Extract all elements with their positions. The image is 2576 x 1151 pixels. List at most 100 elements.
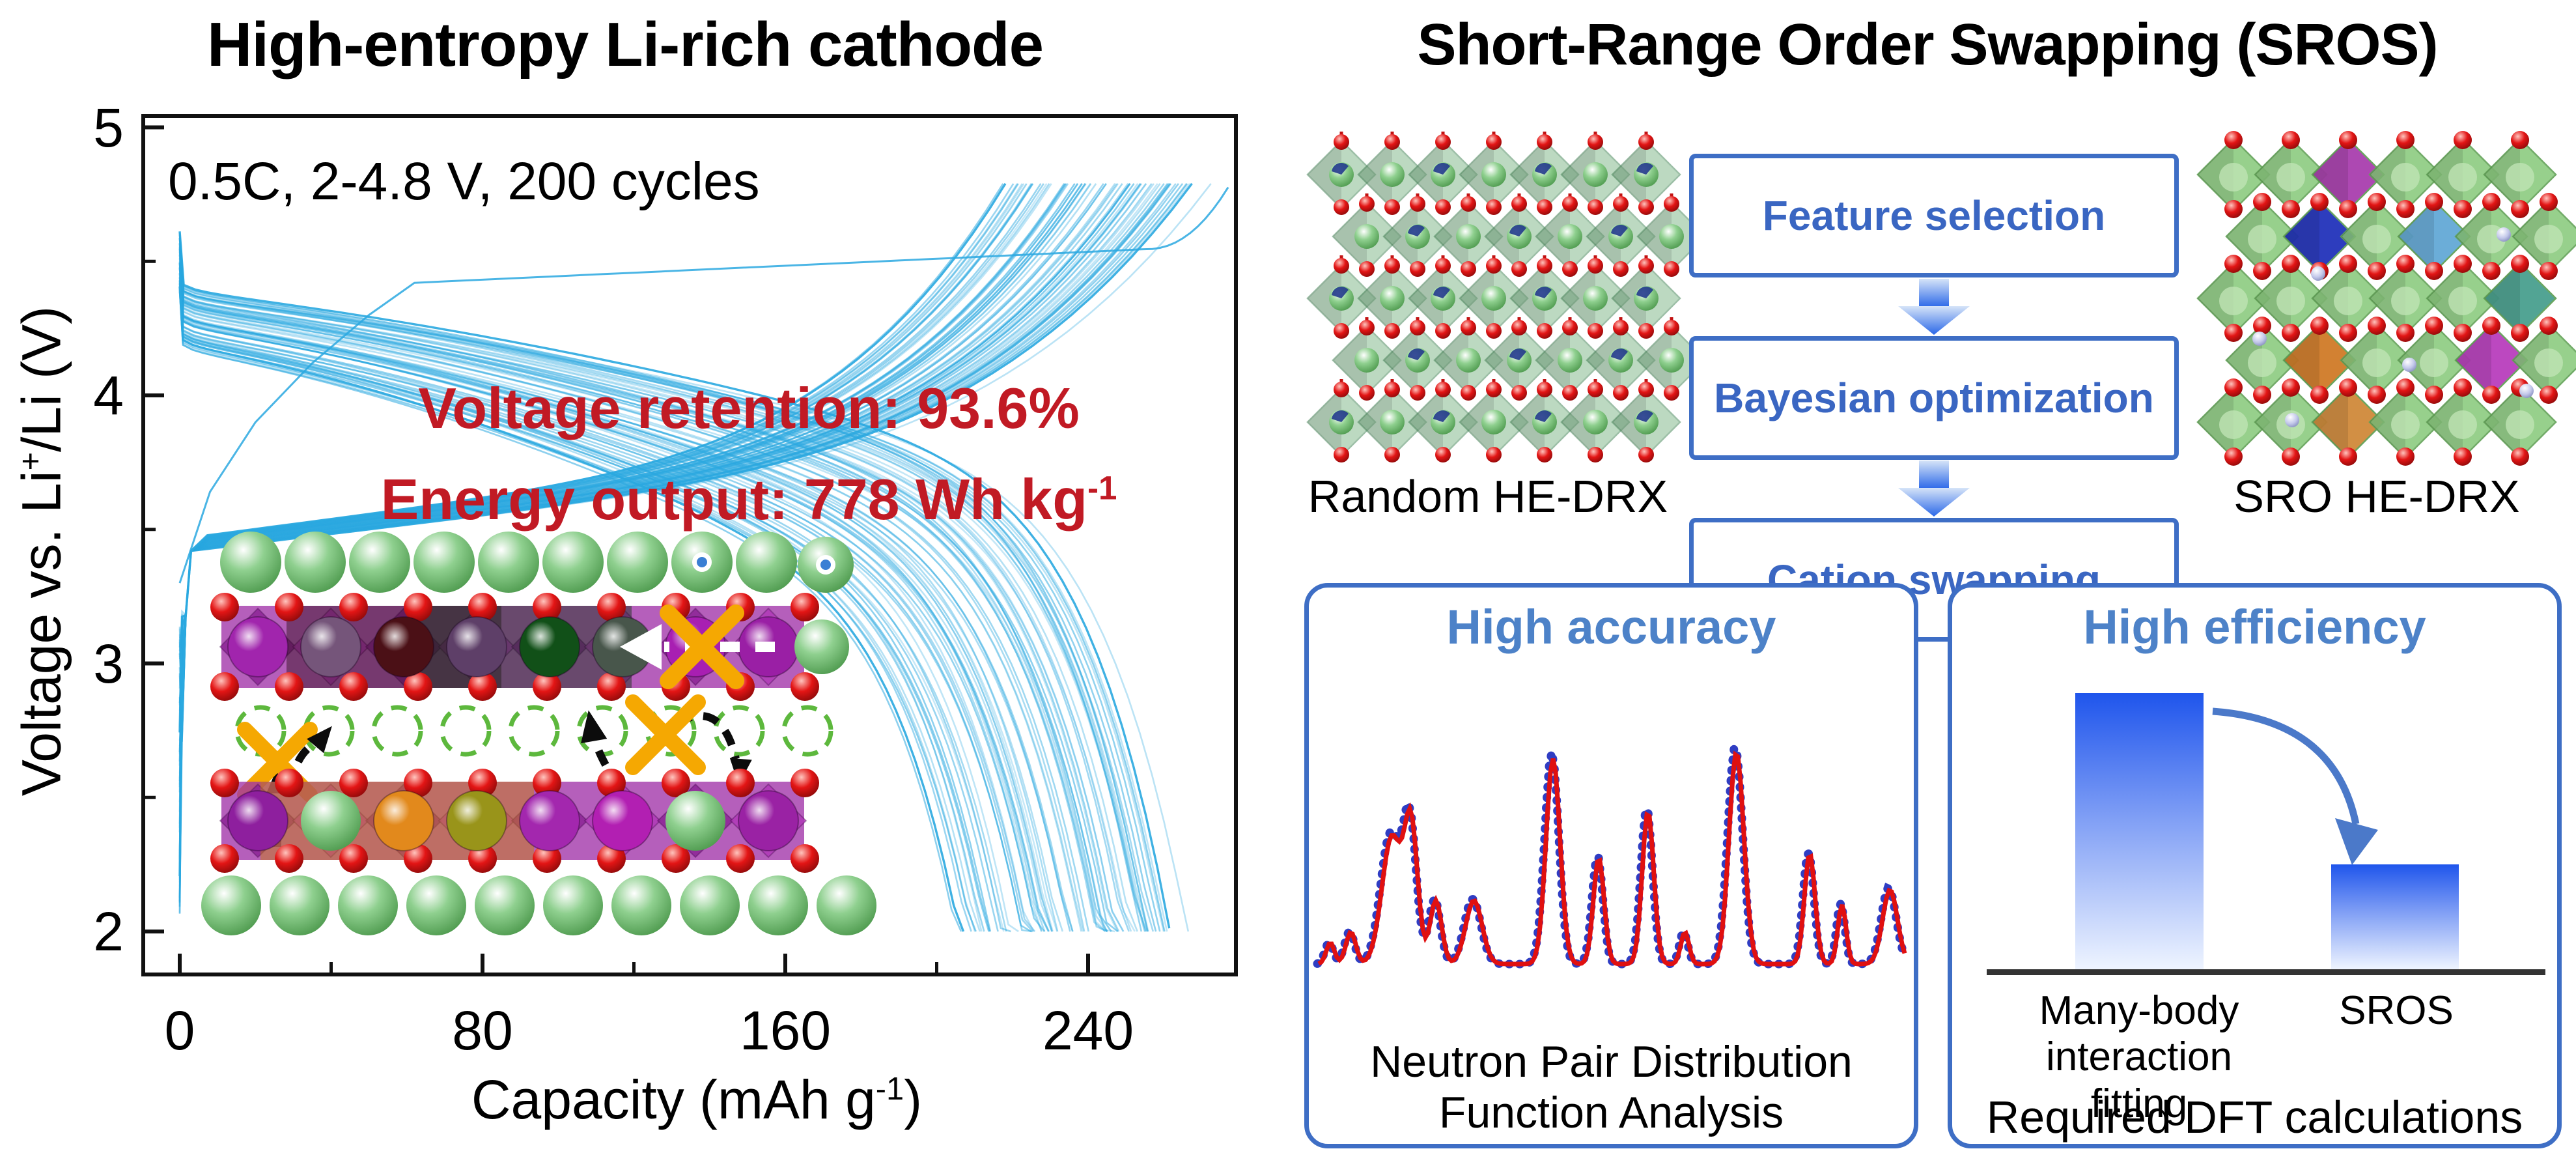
inner-sphere [2276, 287, 2305, 315]
discharge-curve [178, 246, 1130, 932]
occupancy-wedge [1332, 287, 1349, 298]
right-panel-title: Short-Range Order Swapping (SROS) [1417, 12, 2438, 78]
li-vacancy-circle [781, 705, 833, 757]
oxygen-sphere [2224, 448, 2243, 466]
oxygen-sphere [1537, 199, 1552, 215]
dopant-sphere [2519, 384, 2534, 398]
octahedron-shade [1358, 264, 1392, 332]
oxygen-sphere [1384, 447, 1400, 462]
cation-sphere [1380, 410, 1405, 434]
neutron-pdf-plot [1313, 740, 1908, 969]
octahedron-shade [1460, 141, 1494, 208]
oxygen-sphere [1359, 385, 1375, 401]
octahedron-shade [2255, 386, 2291, 458]
oxygen-sphere [1334, 258, 1349, 274]
inner-sphere [2420, 348, 2448, 377]
octahedron-shade [1536, 203, 1570, 270]
oxygen-sphere [1613, 320, 1629, 335]
flow-arrow-down-icon [1898, 279, 1970, 335]
oxygen-sphere [1511, 196, 1527, 212]
oxygen-sphere [1511, 261, 1527, 277]
li-vacancy-circle [371, 705, 423, 757]
bar-sros [2331, 864, 2459, 969]
cation-sphere [1481, 286, 1506, 311]
discharge-curve [178, 251, 1119, 933]
oxygen-sphere [2454, 378, 2472, 397]
li-sphere [794, 619, 849, 674]
oxygen-sphere [1334, 447, 1349, 462]
discharge-curve [178, 243, 1146, 932]
discharge-curve [178, 280, 1011, 933]
high-efficiency-title: High efficiency [2083, 600, 2426, 654]
bar-label-line2: interaction fitting [2045, 1034, 2233, 1126]
octahedron-shade [1333, 326, 1367, 394]
oxygen-sphere [2482, 386, 2500, 404]
octahedron-shade [1435, 326, 1468, 394]
octahedron-shade [1485, 203, 1519, 270]
oxygen-sphere [2540, 386, 2558, 404]
charge-curve [178, 183, 1141, 737]
occupancy-wedge [1509, 348, 1526, 360]
inner-sphere [2448, 163, 2477, 192]
occupancy-wedge [1332, 163, 1349, 175]
discharge-curve [178, 263, 1082, 932]
discharge-curve [178, 247, 1132, 932]
occupancy-wedge [1611, 225, 1628, 236]
oxygen-sphere [1384, 199, 1400, 215]
charge-curve [178, 183, 1158, 851]
sphere-highlight [525, 621, 556, 651]
oxygen-sphere [1638, 447, 1654, 462]
bar-baseline [1987, 969, 2545, 975]
charge-curve [178, 183, 1048, 711]
occupancy-wedge [1611, 348, 1628, 360]
oxygen-sphere [1664, 261, 1679, 277]
octahedron-shade [2398, 201, 2434, 272]
oxygen-sphere [2282, 448, 2300, 466]
octahedron-shade [2341, 324, 2377, 396]
oxygen-sphere [2224, 324, 2243, 342]
discharge-curve [178, 268, 1050, 932]
li-sphere [817, 875, 876, 935]
discharge-curve [178, 276, 1032, 933]
oxygen-sphere [1461, 320, 1476, 335]
octahedron-shade [1435, 203, 1468, 270]
cation-sphere [1481, 410, 1506, 434]
discharge-curve [178, 283, 985, 932]
charge-curve [178, 183, 1107, 752]
octahedron-shade [2370, 386, 2405, 458]
oxygen-sphere [1511, 385, 1527, 401]
li-sphere [680, 875, 740, 935]
li-vacancy-circle [440, 705, 492, 757]
octahedron-shade [1561, 141, 1595, 208]
oxygen-sphere [1384, 134, 1400, 150]
x-mark-icon [625, 694, 706, 775]
cation-sphere [1583, 410, 1608, 434]
bar-label-many-body: Many-body interaction fitting [2009, 988, 2269, 1127]
discharge-curve [178, 254, 1089, 932]
occupancy-wedge [1408, 348, 1425, 360]
inner-sphere [2276, 163, 2305, 192]
x-axis-label: Capacity (mAh g-1) [273, 1068, 1120, 1131]
cycling-conditions-annotation: 0.5C, 2-4.8 V, 200 cycles [168, 152, 760, 211]
octahedron-shade [1638, 326, 1672, 394]
oxygen-sphere [2454, 448, 2472, 466]
sphere-highlight [453, 795, 483, 825]
oxygen-sphere [339, 593, 368, 621]
oxygen-sphere [1664, 385, 1679, 401]
inner-sphere [2391, 163, 2420, 192]
oxygen-sphere [1384, 323, 1400, 339]
left-panel: High-entropy Li-rich cathode 0.5C, 2-4.8… [11, 10, 1238, 1131]
oxygen-sphere [1359, 196, 1375, 212]
oxygen-sphere [1613, 196, 1629, 212]
pdf-fit-curve [1317, 750, 1907, 967]
discharge-curve [178, 258, 1084, 932]
oxygen-sphere [2396, 324, 2415, 342]
oxygen-sphere [339, 672, 368, 701]
sro-hedrx-structure [2196, 131, 2576, 466]
discharge-curve [178, 238, 1155, 932]
inner-sphere [2362, 225, 2391, 253]
oxygen-sphere [533, 672, 561, 701]
oxygen-sphere [2540, 317, 2558, 335]
high-efficiency-box [1948, 583, 2562, 1148]
oxygen-sphere [2454, 255, 2472, 273]
